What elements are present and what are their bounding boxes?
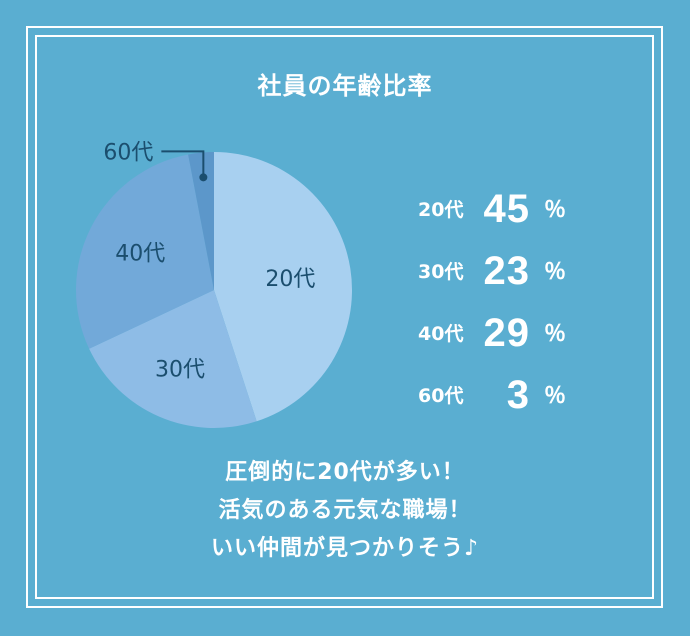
pie-label-20: 20代	[265, 267, 315, 292]
stat-value: 45	[483, 187, 530, 231]
pie-slice-60	[188, 152, 214, 290]
inner-frame	[35, 35, 654, 599]
stat-unit: ％	[543, 198, 566, 223]
stat-row-30s: 30代 23 ％	[418, 238, 578, 300]
pie-label-60: 60代	[103, 140, 153, 165]
stat-unit: ％	[543, 384, 566, 409]
stat-value: 3	[506, 373, 530, 417]
stat-value: 29	[483, 311, 530, 355]
stat-label: 20代	[418, 199, 464, 221]
leader-dot	[199, 173, 208, 182]
pie-slice-20	[214, 152, 352, 422]
pie-slice-40	[75, 154, 214, 349]
stat-row-20s: 20代 45 ％	[418, 176, 578, 238]
stats-panel: 20代 45 ％ 30代 23 ％ 40代 29 ％ 60代 3 ％	[418, 176, 578, 424]
stat-label: 60代	[418, 385, 464, 407]
stat-label: 40代	[418, 323, 464, 345]
stat-label: 30代	[418, 261, 464, 283]
pie-slice-30	[89, 290, 257, 429]
stat-unit: ％	[543, 322, 566, 347]
pie-label-40: 40代	[115, 241, 165, 266]
message-line-2: 活気のある元気な職場！	[218, 498, 472, 523]
stat-unit: ％	[543, 260, 566, 285]
outer-frame	[26, 26, 663, 608]
chart-title: 社員の年齢比率	[257, 72, 433, 100]
stat-value: 23	[483, 249, 530, 293]
message-text: 圧倒的に20代が多い！ 活気のある元気な職場！ いい仲間が見つかりそう♪	[0, 454, 690, 568]
pie-label-30: 30代	[155, 358, 205, 383]
leader-line	[161, 150, 205, 178]
stat-row-40s: 40代 29 ％	[418, 300, 578, 362]
stat-row-60s: 60代 3 ％	[418, 362, 578, 424]
message-line-3: いい仲間が見つかりそう♪	[210, 536, 480, 561]
message-line-1: 圧倒的に20代が多い！	[225, 460, 465, 485]
